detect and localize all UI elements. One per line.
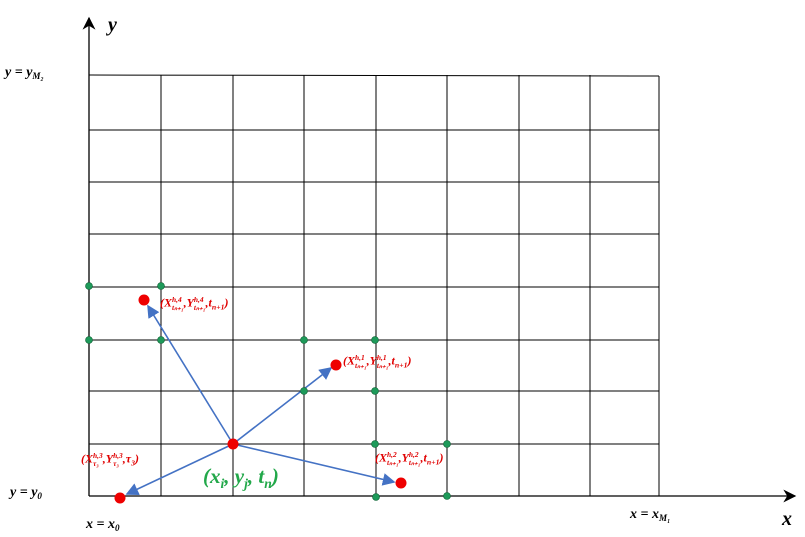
label-text: n <box>264 475 272 491</box>
label-text: j <box>244 475 248 491</box>
label-text: (x <box>203 464 221 488</box>
label-text: ) <box>439 450 444 465</box>
label-text: x = x <box>86 517 115 532</box>
grid-nodes <box>85 282 451 501</box>
label-text: tₙ₊₁ <box>408 457 421 467</box>
label-text: h,3 <box>93 451 103 460</box>
label-text: ,τ <box>122 451 132 466</box>
label: y = yM₂ <box>5 66 44 81</box>
label-text: h,1 <box>355 353 365 362</box>
label-text: tₙ₊₁ <box>172 302 184 312</box>
label-text: ,t <box>420 450 427 465</box>
label-text: ,Y <box>398 450 409 465</box>
y-axis-label: y <box>108 14 117 36</box>
label: x = xM₁ <box>630 508 670 523</box>
script-stack: h,2 tₙ₊₁ <box>387 451 399 467</box>
label-text: 0 <box>114 523 120 534</box>
arrows <box>125 304 396 496</box>
label-text: ) <box>224 295 229 310</box>
label-text: ,Y <box>102 451 114 466</box>
label-text: ,Y <box>183 295 194 310</box>
label-text: n+1 <box>394 360 408 370</box>
points <box>114 294 407 504</box>
label-text: ,t <box>205 295 212 310</box>
label-text: 3 <box>131 458 136 468</box>
script-stack: h,3 τ₃ <box>113 452 123 468</box>
label-text: n+1 <box>211 302 225 312</box>
script-stack: h,3 τ₃ <box>93 452 103 468</box>
script-stack: h,2 tₙ₊₁ <box>409 451 421 467</box>
label-text: h,4 <box>193 295 204 304</box>
label-text: , y <box>224 464 245 488</box>
label-text: x = x <box>630 507 659 522</box>
label-text: 0 <box>37 491 42 502</box>
label-text: (X <box>343 353 355 368</box>
label: (xi, yj, tn) <box>203 464 279 491</box>
script-stack: h,1 tₙ₊₁ <box>355 354 367 370</box>
label: (X h,4 tₙ₊₁ ,Y h,4 tₙ₊₁ ,tn+1) <box>160 296 229 312</box>
label-text: M₁ <box>658 513 671 524</box>
label-text: (X <box>81 451 93 466</box>
label-text: tₙ₊₁ <box>355 360 367 370</box>
label-text: h,4 <box>172 295 182 304</box>
label: (X h,3 τ₃ ,Y h,3 τ₃ ,τ3) <box>81 452 139 468</box>
label-text: (X <box>160 295 172 310</box>
label-text: y = y <box>5 65 33 80</box>
label-text: tₙ₊₁ <box>193 302 206 312</box>
label-text: τ₃ <box>93 458 99 468</box>
label-text: tₙ₊₁ <box>387 457 399 467</box>
label-text: tₙ₊₁ <box>376 360 389 370</box>
label-text: , t <box>247 464 265 488</box>
grid <box>88 74 660 496</box>
label-text: h,1 <box>376 353 387 362</box>
script-stack: h,1 tₙ₊₁ <box>377 354 389 370</box>
label: (X h,1 tₙ₊₁ ,Y h,1 tₙ₊₁ ,tn+1) <box>343 354 412 370</box>
label-text: h,2 <box>387 450 397 459</box>
label-text: ) <box>271 464 279 488</box>
label-text: ) <box>407 353 412 368</box>
label: y = y0 <box>10 486 42 501</box>
label-text: n+1 <box>426 457 440 467</box>
label: x = x0 <box>86 518 120 533</box>
label-text: h,2 <box>408 450 419 459</box>
label-text: ,t <box>388 353 395 368</box>
label-text: i <box>220 475 225 491</box>
label-text: M₂ <box>32 71 44 82</box>
script-stack: h,4 tₙ₊₁ <box>194 296 206 312</box>
script-stack: h,4 tₙ₊₁ <box>172 296 184 312</box>
label-text: (X <box>375 450 387 465</box>
x-axis-label: x <box>782 508 792 530</box>
label-text: y = y <box>10 485 38 500</box>
label-text: τ₃ <box>113 458 119 468</box>
label-text: ) <box>135 451 140 466</box>
label-text: h,3 <box>113 451 123 460</box>
label-text: ,Y <box>366 353 377 368</box>
label: (X h,2 tₙ₊₁ ,Y h,2 tₙ₊₁ ,tn+1) <box>375 451 444 467</box>
